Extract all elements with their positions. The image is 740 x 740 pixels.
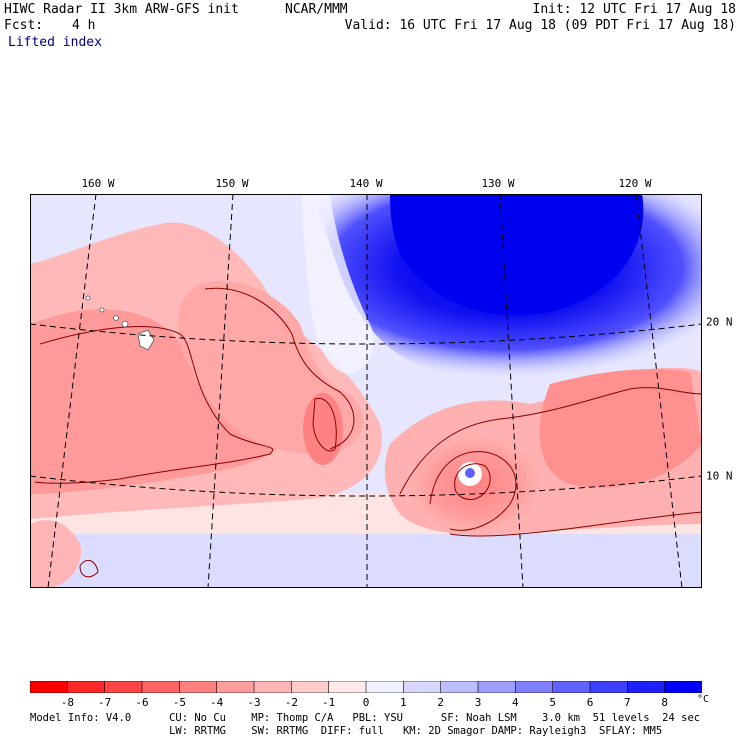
colorbar-tick-label: -1 [322,696,336,709]
western-inner-area [30,309,280,494]
central-core [303,393,343,465]
lon-label-120w: 120 W [618,177,652,190]
colorbar-tick-label: -6 [135,696,149,709]
contour-southwest [79,559,99,578]
forecast-label: Fcst: [4,18,44,33]
graticule [30,194,702,588]
colorbar-tick-label: -2 [284,696,298,709]
field-name: Lifted index [8,35,102,50]
colorbar-tick-label: 8 [661,696,668,709]
colorbar-swatch [403,681,442,693]
colorbar-swatch [365,681,405,693]
colorbar-tick-label: -3 [247,696,261,709]
lat-label-10n: 10 N [706,469,733,483]
colorbar-swatch [179,681,218,693]
colorbar-tick-label: 6 [586,696,594,709]
contour-storm-inner [454,463,491,500]
meridian-120w [635,194,683,588]
organization-label: NCAR/MMM [285,2,348,17]
colorbar-tick-label: 0 [362,696,370,709]
colorbar-swatch [589,681,629,693]
hurricane-eye [465,468,475,478]
island-small-3 [99,307,105,313]
colorbar-swatch [515,681,554,693]
colorbar-tick-label: 3 [474,696,482,709]
stable-core [390,194,644,316]
model-info-line-2: LW: RRTMG SW: RRTMG DIFF: full KM: 2D Sm… [30,725,663,737]
southwest-unstable-patch [30,520,81,588]
island-small-4 [85,295,91,301]
map-frame [30,194,702,588]
model-info-line-1: Model Info: V4.0 CU: No Cu MP: Thomp C/A… [30,712,701,724]
lat-label-20n: 20 N [706,315,733,329]
colorbar-swatch [141,681,181,693]
colorbar-swatch [477,681,517,693]
colorbar-tick-label: -5 [172,696,186,709]
colorbar-tick-label: 2 [437,696,444,709]
meridian-130w [499,194,524,588]
parallel-10n [30,475,702,497]
colorbar-unit: °C [697,694,710,705]
colorbar-tick-label: 4 [512,696,519,709]
colorbar [30,681,702,693]
contour-storm-outer [429,451,517,531]
colorbar-tick-label: 1 [400,696,407,709]
white-transition [302,194,374,374]
contour-east [399,387,702,495]
colorbar-tick-label: -4 [210,696,224,709]
colorbar-swatch [67,681,106,693]
forecast-hour: 4 h [72,18,96,33]
colorbar-swatch [440,681,479,693]
island-small-1 [121,320,129,328]
colorbar-swatch [291,681,330,693]
lon-label-130w: 130 W [481,177,515,190]
colorbar-swatch [328,681,367,693]
colorbar-tick-label: 5 [549,696,556,709]
colorbar-swatch [104,681,143,693]
southern-light-blue [30,534,702,588]
colorbar-swatch [627,681,666,693]
contour-central [204,287,355,450]
colorbar-tick-label: -8 [60,696,74,709]
lon-label-160w: 160 W [81,177,115,190]
island-small-2 [113,315,119,321]
lifted-index-map [30,194,702,588]
model-title: HIWC Radar II 3km ARW-GFS init [4,2,239,17]
valid-time: Valid: 16 UTC Fri 17 Aug 18 (09 PDT Fri … [344,18,736,33]
lon-label-140w: 140 W [349,177,383,190]
colorbar-swatch [664,681,702,693]
colorbar-swatch [30,681,69,693]
meridian-150w [207,194,234,588]
parallel-20n [30,323,702,345]
eastern-inner-area [539,369,702,488]
contour-southeast [449,511,702,537]
colorbar-swatch [216,681,255,693]
colorbar-swatch [253,681,293,693]
init-time: Init: 12 UTC Fri 17 Aug 18 [532,2,737,17]
colorbar-tick-label: -7 [98,696,112,709]
contour-core [312,397,337,452]
contour-west [34,326,273,484]
colorbar-swatch [552,681,591,693]
colorbar-tick-label: 7 [624,696,631,709]
contours [34,287,702,578]
meridian-160w [47,194,97,588]
lon-label-150w: 150 W [215,177,249,190]
